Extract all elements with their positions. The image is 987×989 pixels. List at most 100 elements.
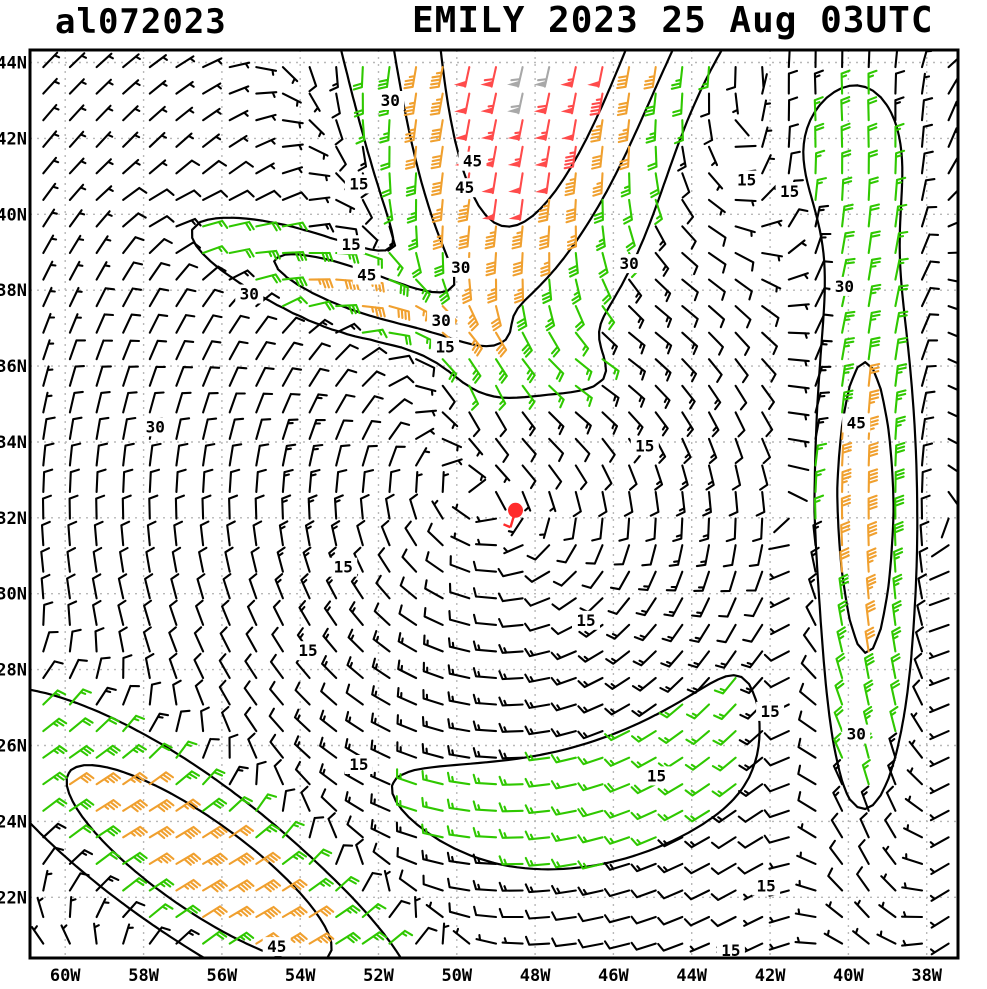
wind-barb xyxy=(487,278,498,304)
barb-staff xyxy=(787,490,808,502)
wind-barb xyxy=(472,640,498,653)
wind-barb xyxy=(404,520,418,547)
wind-barb xyxy=(498,828,524,839)
barb-staff xyxy=(228,879,255,893)
wind-barb xyxy=(814,365,832,387)
barb-staff xyxy=(681,384,696,410)
barb-staff xyxy=(814,50,817,69)
barb-staff xyxy=(511,225,524,250)
wind-barb xyxy=(193,626,205,653)
barb-staff xyxy=(252,520,263,547)
wind-barb xyxy=(121,494,132,520)
barb-staff xyxy=(36,896,45,919)
barb-staff xyxy=(475,934,498,945)
barb-staff xyxy=(95,78,114,95)
wind-barb xyxy=(298,600,311,626)
wind-barb xyxy=(494,331,508,358)
barb-staff xyxy=(202,107,222,122)
wind-barb xyxy=(228,733,239,759)
barb-staff xyxy=(797,823,817,839)
wind-barb xyxy=(377,547,391,573)
barb-staff xyxy=(598,490,608,518)
barb-staff xyxy=(308,300,335,311)
wind-barb xyxy=(68,772,95,786)
barb-staff xyxy=(681,225,697,250)
wind-barb xyxy=(42,869,53,892)
barb-staff xyxy=(891,626,902,653)
barb-staff xyxy=(880,873,897,892)
barb-staff xyxy=(841,203,854,228)
wind-barb xyxy=(41,494,52,520)
barb-staff xyxy=(840,69,851,95)
barb-staff xyxy=(866,547,877,573)
wind-barb xyxy=(429,66,444,89)
wind-barb xyxy=(95,772,122,786)
wind-barb xyxy=(281,494,292,520)
barb-staff xyxy=(42,601,54,626)
wind-barb xyxy=(761,358,777,383)
barb-staff xyxy=(228,765,249,786)
barb-staff xyxy=(618,145,631,171)
barb-staff xyxy=(654,198,663,226)
wind-barb xyxy=(524,699,551,709)
barb-staff xyxy=(577,782,604,792)
wind-barb xyxy=(654,278,672,303)
barb-staff xyxy=(755,490,766,517)
wind-barb xyxy=(202,159,228,175)
wind-barb xyxy=(920,123,934,148)
wind-barb xyxy=(423,606,444,626)
barb-staff xyxy=(707,172,724,191)
lat-tick-label: 42N xyxy=(0,129,27,149)
wind-barb xyxy=(675,490,686,517)
wind-barb xyxy=(867,122,878,148)
wind-barb xyxy=(281,418,299,440)
wind-barb xyxy=(841,257,856,281)
lat-tick-label: 24N xyxy=(0,812,27,832)
barb-staff xyxy=(335,444,351,467)
wind-barb xyxy=(142,626,152,653)
wind-barb xyxy=(202,245,229,255)
barb-staff xyxy=(142,626,152,653)
lon-tick-label: 38W xyxy=(911,966,942,986)
wind-barb xyxy=(335,419,354,440)
wind-barb xyxy=(475,516,498,524)
barb-staff xyxy=(281,820,305,839)
barb-staff xyxy=(255,273,282,284)
barb-staff xyxy=(841,337,855,361)
wind-barb xyxy=(199,520,210,547)
contour-label: 15 xyxy=(435,338,454,357)
wind-barb xyxy=(148,287,170,308)
wind-barb xyxy=(734,384,748,411)
barb-staff xyxy=(604,676,631,690)
barb-staff xyxy=(681,437,692,465)
barb-staff xyxy=(42,208,58,228)
barb-staff xyxy=(668,544,684,567)
wind-barb xyxy=(122,684,141,706)
barb-staff xyxy=(537,92,551,115)
wind-barb xyxy=(533,66,551,88)
barb-staff xyxy=(606,623,631,640)
wind-barb xyxy=(663,597,684,617)
contour-label: 30 xyxy=(847,725,866,744)
wind-barb xyxy=(940,517,950,539)
barb-staff xyxy=(423,634,444,653)
barb-staff xyxy=(761,73,768,95)
barb-staff xyxy=(95,825,122,839)
barb-staff xyxy=(912,679,924,706)
barb-staff xyxy=(345,683,364,706)
wind-barb xyxy=(601,305,616,331)
lon-tick-label: 48W xyxy=(520,966,551,986)
barb-staff xyxy=(577,912,604,923)
wind-barb xyxy=(421,796,444,812)
wind-barb xyxy=(787,437,810,448)
barb-staff xyxy=(148,799,175,813)
barb-staff xyxy=(168,626,178,653)
wind-barb xyxy=(908,739,924,759)
wind-barb xyxy=(707,251,727,274)
barb-staff xyxy=(690,597,711,618)
barb-staff xyxy=(538,225,551,250)
barb-staff xyxy=(498,828,524,839)
wind-barb xyxy=(524,751,551,762)
wind-barb xyxy=(561,119,577,141)
